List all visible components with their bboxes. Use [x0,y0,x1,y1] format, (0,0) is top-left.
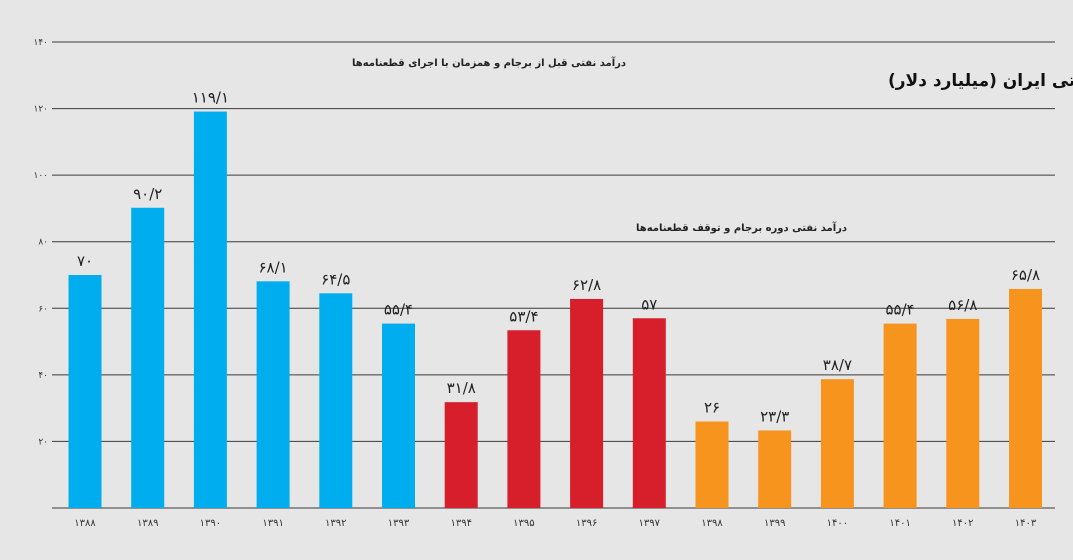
bar [946,318,980,508]
annotation-jcpoa-period: درآمد نفتی دوره برجام و توقف قطعنامه‌ها [636,221,847,234]
bar [382,323,415,508]
bar [632,318,666,508]
bar [1009,288,1042,508]
bar [193,111,227,509]
bar [256,281,290,508]
data-label: ۷۰ [77,252,93,270]
data-label: ۵۳/۴ [509,307,538,325]
data-label: ۳۸/۷ [823,356,852,374]
bar [820,379,854,508]
x-tick-label: ۱۳۹۶ [576,518,597,529]
data-label: ۵۵/۴ [885,301,914,319]
data-label: ۵۷ [641,295,657,313]
y-tick-label: ۶۰ [38,304,48,314]
data-label: ۵۶/۸ [948,296,977,314]
y-tick-label: ۱۴۰ [33,38,48,48]
bar [319,293,353,508]
chart-title: درآمد نفتی ایران (میلیارد دلار) [888,69,1073,91]
data-label: ۶۲/۸ [572,276,601,294]
x-tick-label: ۱۴۰۲ [952,518,973,529]
data-label: ۶۵/۸ [1011,266,1040,284]
bar [507,330,541,508]
x-tick-label: ۱۳۸۸ [74,518,96,529]
x-tick-label: ۱۴۰۰ [827,518,848,529]
bar [695,421,729,508]
bar [131,207,165,508]
x-tick-label: ۱۳۹۵ [513,518,534,529]
bar [758,430,792,508]
data-label: ۵۵/۴ [384,301,413,319]
labels-layer: ۷۰ ۱۳۸۸ ۹۰/۲ ۱۳۸۹ ۱۱۹/۱ ۱۳۹۰ ۶۸/۱ ۱۳۹۱ ۶۴/۵ ۱۳۹۲ ۵… [74,89,1040,529]
data-label: ۹۰/۲ [133,185,162,203]
x-tick-label: ۱۳۹۱ [262,518,283,529]
bar [444,402,478,508]
x-tick-label: ۱۳۸۹ [137,518,158,529]
x-tick-label: ۱۴۰۳ [1015,518,1037,529]
data-label: ۲۳/۳ [760,407,789,425]
y-tick-label: ۲۰ [38,437,48,447]
data-label: ۶۸/۱ [258,258,287,276]
x-tick-label: ۱۳۹۳ [388,518,410,529]
x-tick-label: ۱۳۹۰ [200,518,221,529]
y-tick-label: ۱۰۰ [33,171,48,181]
x-tick-label: ۱۳۹۷ [639,518,661,529]
bar [570,298,604,508]
x-tick-label: ۱۳۹۴ [450,518,471,529]
bars-layer [68,111,1042,509]
y-tick-label: ۸۰ [38,238,48,248]
data-label: ۳۱/۸ [447,379,476,397]
y-tick-label: ۴۰ [38,371,48,381]
x-tick-label: ۱۳۹۲ [325,518,346,529]
x-tick-label: ۱۳۹۸ [701,518,723,529]
bar [883,323,917,508]
data-label: ۶۴/۵ [321,270,350,288]
x-tick-label: ۱۴۰۱ [889,518,910,529]
annotation-pre-jcpoa: درآمد نفتی قبل از برجام و همزمان با اجرا… [352,56,626,69]
data-label: ۱۱۹/۱ [192,89,229,107]
bar [68,275,102,508]
data-label: ۲۶ [704,398,720,416]
x-tick-label: ۱۳۹۹ [764,518,785,529]
y-tick-label: ۱۲۰ [33,105,48,115]
